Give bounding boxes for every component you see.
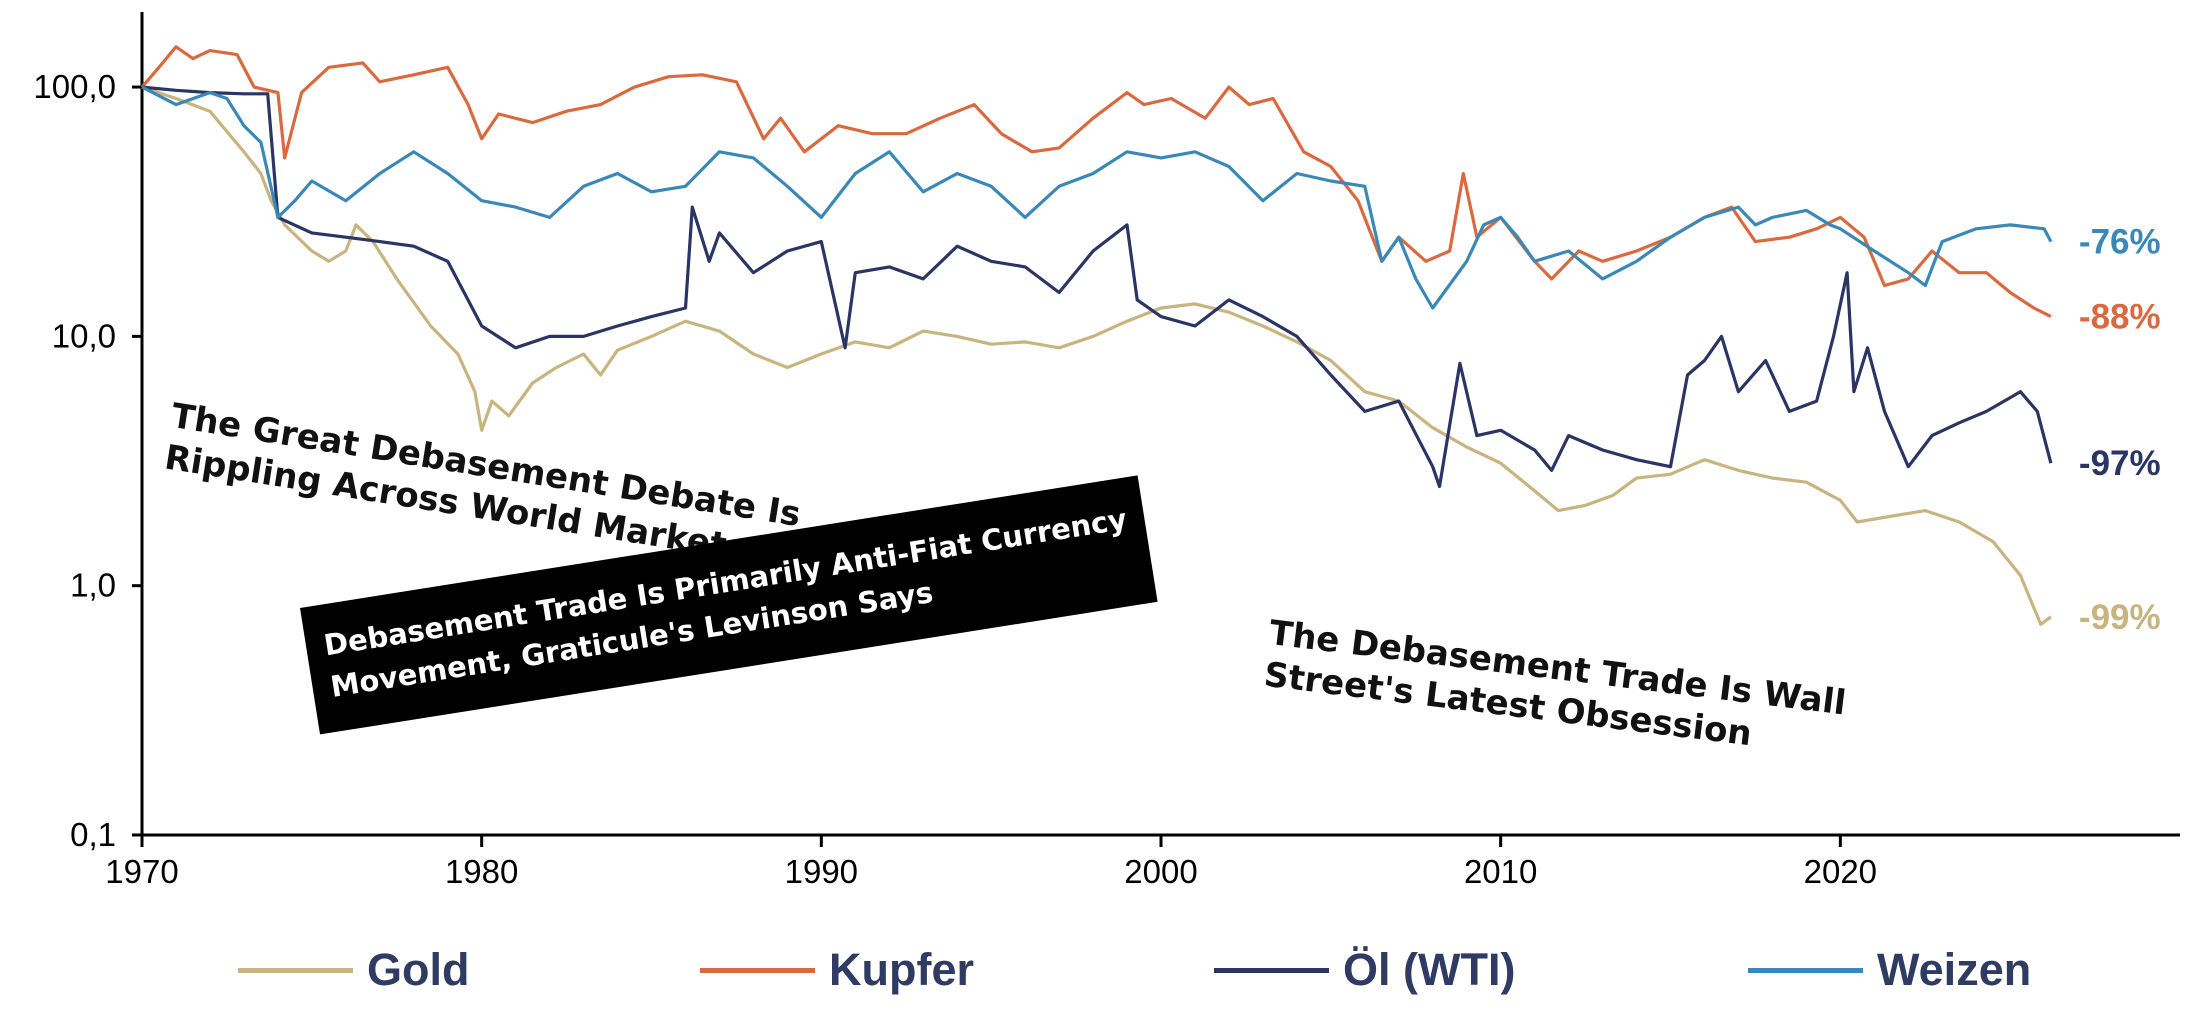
legend-label-oel: Öl (WTI): [1343, 944, 1516, 995]
series-line-0: [141, 85, 2052, 626]
y-tick-label: 10,0: [52, 317, 116, 354]
x-tick-label: 1980: [445, 853, 518, 890]
legend-label-kupfer: Kupfer: [829, 944, 974, 995]
y-tick-label: 0,1: [70, 816, 116, 853]
end-label-1: -88%: [2079, 298, 2161, 337]
legend-swatch-oel: [1214, 967, 1329, 973]
legend-swatch-weizen: [1748, 967, 1863, 973]
x-tick-label: 2020: [1804, 853, 1877, 890]
x-tick-label: 1970: [105, 853, 178, 890]
series-line-2: [141, 85, 2053, 489]
legend-swatch-gold: [238, 967, 353, 973]
series-line-3: [141, 85, 2053, 310]
y-tick-label: 1,0: [70, 567, 116, 604]
y-tick-label: 100,0: [33, 68, 116, 105]
legend-item-oel: Öl (WTI): [1214, 940, 1515, 1000]
legend-item-kupfer: Kupfer: [700, 940, 974, 1000]
legend-swatch-kupfer: [700, 967, 815, 973]
chart-legend: Gold Kupfer Öl (WTI) Weizen: [0, 940, 2194, 1000]
end-label-0: -99%: [2079, 598, 2161, 637]
x-tick-label: 2010: [1464, 853, 1537, 890]
x-tick-label: 2000: [1124, 853, 1197, 890]
legend-item-weizen: Weizen: [1748, 940, 2031, 1000]
x-tick-label: 1990: [785, 853, 858, 890]
series-line-1: [140, 45, 2052, 319]
legend-label-gold: Gold: [367, 944, 470, 995]
end-label-2: -97%: [2079, 444, 2161, 483]
end-label-3: -76%: [2079, 223, 2161, 262]
legend-item-gold: Gold: [238, 940, 469, 1000]
legend-label-weizen: Weizen: [1877, 944, 2032, 995]
